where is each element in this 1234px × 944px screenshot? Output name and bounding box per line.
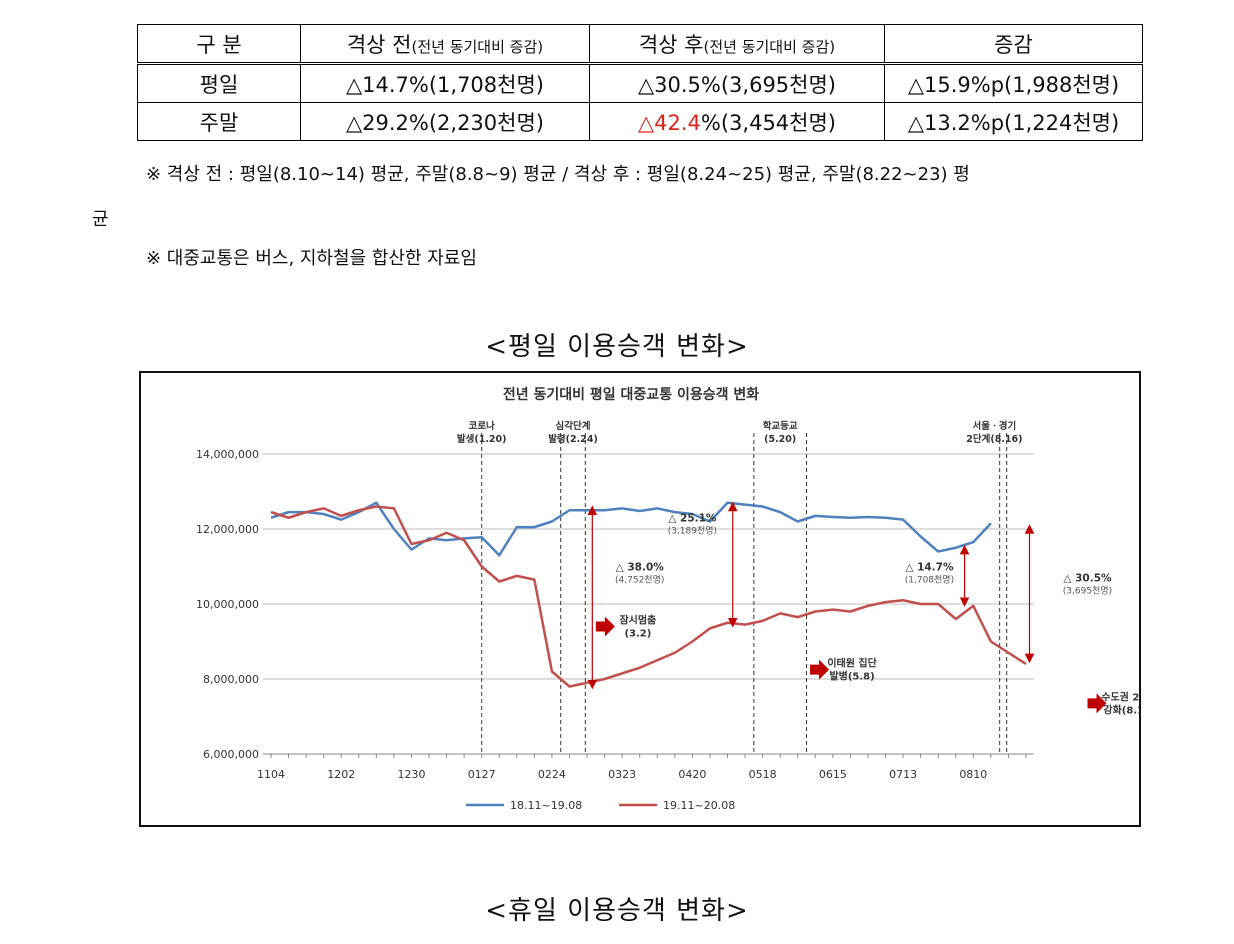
annotation-count: (3,695천명) — [1063, 586, 1112, 597]
event-label-line2: (5.20) — [764, 434, 796, 445]
header-before-sub: (전년 동기대비 증감) — [411, 37, 544, 56]
change-summary-table: 구 분 격상 전(전년 동기대비 증감) 격상 후(전년 동기대비 증감) 증감… — [137, 24, 1143, 141]
annotation-count: (4,752천명) — [615, 574, 664, 585]
y-tick-label: 6,000,000 — [203, 748, 259, 761]
y-tick-label: 10,000,000 — [196, 598, 259, 611]
row-before: △14.7%(1,708천명) — [300, 63, 590, 103]
row-after-suffix: %(3,454천명) — [700, 110, 837, 135]
arrow-note-line1: 수도권 2단계 — [1101, 690, 1139, 703]
period-note-wrap: 균 — [92, 209, 109, 230]
header-after-main: 격상 후 — [638, 32, 704, 57]
change-annotations: △ 38.0%(4,752천명)△ 25.1%(3,189천명)△ 14.7%(… — [587, 501, 1112, 690]
row-after-prefix: △ — [637, 110, 655, 135]
x-tick-label: 0323 — [608, 768, 636, 781]
row-after: △30.5%(3,695천명) — [589, 63, 885, 103]
event-label-line2: 2단계(8.16) — [966, 433, 1022, 445]
x-tick-label: 1104 — [257, 768, 285, 781]
arrow-note-line1: 이태원 집단 — [827, 657, 877, 670]
header-before: 격상 전(전년 동기대비 증감) — [300, 24, 590, 65]
header-change: 증감 — [884, 24, 1143, 65]
table-header-row: 구 분 격상 전(전년 동기대비 증감) 격상 후(전년 동기대비 증감) 증감 — [137, 24, 1143, 65]
x-tick-label: 0810 — [959, 768, 987, 781]
annotation-pct: △ 14.7% — [905, 561, 954, 573]
event-label-line2: 발생(1.20) — [457, 433, 507, 445]
header-before-main: 격상 전 — [346, 32, 412, 57]
x-tick-label: 0518 — [749, 768, 777, 781]
y-axis: 6,000,000 8,000,000 10,000,000 12,000,000 14… — [196, 448, 259, 761]
event-label-line1: 코로나 — [469, 420, 495, 432]
x-tick-label: 0615 — [819, 768, 847, 781]
row-after-value: 30.5 — [654, 72, 701, 97]
x-tick-label: 0224 — [538, 768, 566, 781]
row-change: △13.2%p(1,224천명) — [884, 102, 1143, 141]
row-after-prefix: △ — [637, 72, 655, 97]
transit-note: ※ 대중교통은 버스, 지하철을 합산한 자료임 — [146, 248, 477, 269]
event-label-line1: 서울ㆍ경기 — [973, 420, 1017, 432]
arrow-note-line1: 잠시멈춤 — [619, 614, 656, 627]
event-label-line1: 심각단계 — [556, 420, 591, 432]
annotation-count: (3,189천명) — [668, 526, 717, 537]
arrow-icon — [595, 616, 615, 637]
series-line — [270, 505, 1027, 688]
chart-legend: 18.11~19.08 19.11~20.08 — [466, 799, 735, 812]
row-after: △42.4%(3,454천명) — [589, 102, 885, 141]
row-after-value-highlight: 42.4 — [654, 110, 701, 135]
event-label-line2: 발령(2.24) — [548, 433, 598, 445]
chart-title: 전년 동기대비 평일 대중교통 이용승객 변화 — [503, 386, 759, 403]
annotation-pct: △ 30.5% — [1063, 573, 1112, 585]
header-category: 구 분 — [137, 24, 301, 65]
row-after-suffix: %(3,695천명) — [700, 72, 837, 97]
row-before: △29.2%(2,230천명) — [300, 102, 590, 141]
header-after-sub: (전년 동기대비 증감) — [703, 37, 836, 56]
x-tick-label: 0127 — [468, 768, 496, 781]
y-tick-label: 8,000,000 — [203, 673, 259, 686]
chart-svg: 전년 동기대비 평일 대중교통 이용승객 변화 6,000,000 8,000,0… — [196, 386, 1158, 812]
x-tick-label: 1202 — [327, 768, 355, 781]
weekday-ridership-chart: 전년 동기대비 평일 대중교통 이용승객 변화 6,000,000 8,000,0… — [139, 371, 1158, 827]
row-change: △15.9%p(1,988천명) — [884, 63, 1143, 103]
x-tick-label: 0713 — [889, 768, 917, 781]
x-tick-label: 1230 — [397, 768, 425, 781]
legend-label: 18.11~19.08 — [510, 799, 582, 812]
arrow-note-line2: 발병(5.8) — [829, 670, 874, 683]
header-after: 격상 후(전년 동기대비 증감) — [589, 24, 885, 65]
table-row: 평일 △14.7%(1,708천명) △30.5%(3,695천명) △15.9… — [137, 63, 1143, 103]
legend-label: 19.11~20.08 — [663, 799, 735, 812]
event-label-line1: 학교등교 — [763, 420, 798, 432]
series-line — [270, 501, 992, 557]
annotation-count: (1,708천명) — [905, 574, 954, 585]
period-note: ※ 격상 전 : 평일(8.10~14) 평균, 주말(8.8~9) 평균 / … — [146, 164, 970, 185]
annotation-pct: △ 25.1% — [668, 513, 717, 525]
arrow-note-line2: 강화(8.19) — [1103, 703, 1139, 716]
y-tick-label: 12,000,000 — [196, 523, 259, 536]
row-label: 주말 — [137, 102, 301, 141]
chart-grid — [263, 453, 1034, 755]
holiday-caption: <휴일 이용승객 변화> — [485, 896, 749, 926]
arrow-icon — [1087, 693, 1107, 714]
x-tick-label: 0420 — [678, 768, 706, 781]
annotation-pct: △ 38.0% — [616, 561, 665, 573]
x-axis: 1104 1202 1230 0127 0224 0323 0420 0518 0615 0713… — [257, 754, 1027, 781]
arrow-note-line2: (3.2) — [624, 629, 651, 640]
table-row: 주말 △29.2%(2,230천명) △42.4%(3,454천명) △13.2… — [137, 102, 1143, 141]
y-tick-label: 14,000,000 — [196, 448, 259, 461]
arrow-icon — [810, 659, 830, 680]
weekday-caption: <평일 이용승객 변화> — [485, 332, 749, 362]
chart-series — [270, 501, 1027, 688]
row-label: 평일 — [137, 63, 301, 103]
